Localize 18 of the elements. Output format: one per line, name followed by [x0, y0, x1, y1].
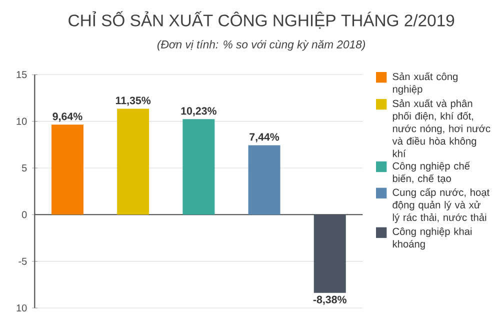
- data-label: 7,44%: [250, 133, 280, 142]
- y-tick-label: -5: [18, 258, 27, 265]
- y-tick-label: 10: [16, 304, 27, 312]
- y-tick-label: 15: [16, 71, 27, 78]
- data-label: 11,35%: [116, 96, 151, 106]
- y-tick-label: 5: [22, 164, 27, 172]
- legend-label: Công nghiệp khai khoáng: [392, 228, 472, 250]
- chart-title: CHỈ SỐ SẢN XUẤT CÔNG NGHIỆP THÁNG 2/2019: [68, 11, 454, 29]
- legend-label: Sản xuất công nghiệp: [392, 72, 458, 95]
- legend-label: Sản xuất và phân phối điện, khí đốt, nước nóng, hơi nước và điều hòa không khí: [392, 99, 490, 158]
- data-label: 9,64%: [52, 112, 82, 122]
- legend-label: Cung cấp nước, hoạt động quản lý và xử lý rác thải, nước thải: [392, 188, 490, 224]
- data-label: -8,38%: [313, 296, 346, 305]
- y-tick-label: 0: [22, 211, 27, 218]
- chart-subtitle: (Đơn vị tính: % so với cùng kỳ năm 2018): [157, 40, 365, 51]
- y-tick-label: 10: [16, 118, 27, 125]
- legend-label: Công nghiệp chế biến, chế tạo: [392, 162, 470, 184]
- data-label: 10,23%: [181, 107, 216, 116]
